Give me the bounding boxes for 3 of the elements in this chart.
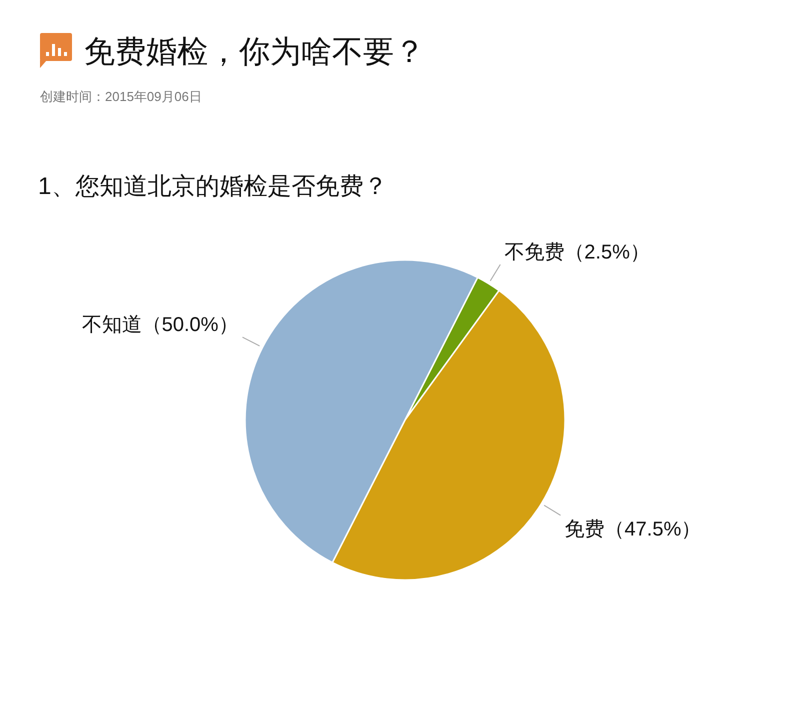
chart-title: 免费婚检，你为啥不要？ [84, 34, 425, 69]
annotation: 创建时间：2015年09月06日 [40, 89, 202, 104]
chart-subtitle: 1、您知道北京的婚检是否免费？ [38, 173, 388, 200]
